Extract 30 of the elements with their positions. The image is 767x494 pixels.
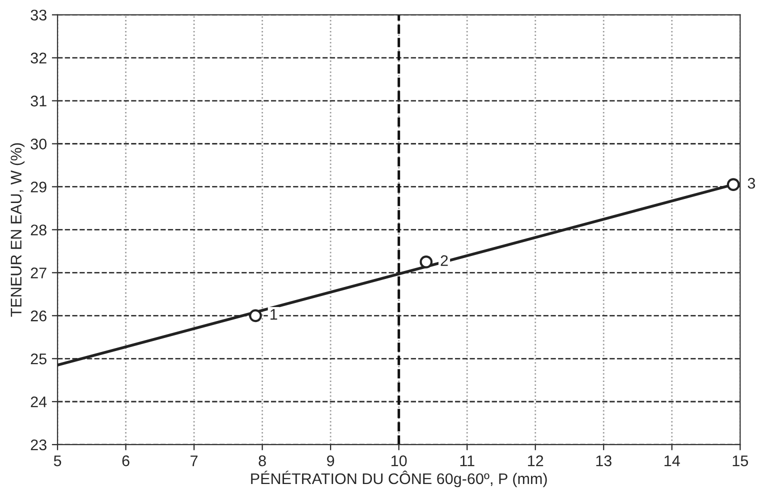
y-tick-label: 23 [30, 439, 46, 450]
y-axis-title: TENEUR EN EAU, W (%) [10, 143, 25, 317]
y-tick-label: 29 [30, 182, 46, 192]
y-tick-label: 30 [30, 138, 47, 150]
y-tick-label: 32 [30, 52, 46, 64]
x-tick-label: 9 [327, 455, 334, 466]
point [726, 178, 740, 192]
y-tick-label: 24 [30, 396, 47, 408]
y-tick-label: 28 [30, 224, 46, 236]
x-tick-label: 7 [190, 456, 198, 466]
x-tick-label: 14 [664, 456, 680, 466]
y-tick-label: 33 [30, 10, 46, 21]
y-tick-label: 31 [30, 96, 46, 106]
y-tick-label: 25 [30, 354, 46, 364]
point [249, 309, 262, 322]
x-tick-label: 5 [54, 456, 62, 466]
y-tick-label: 26 [30, 310, 46, 322]
x-tick-label: 12 [528, 455, 544, 466]
point [420, 256, 433, 268]
x-axis-title: PÉNÉTRATION DU CÔNE 60g-60º, P (mm) [251, 470, 547, 488]
x-tick-label: 11 [460, 456, 474, 466]
annotation: 3 [748, 178, 756, 189]
y-tick-label: 27 [30, 268, 46, 278]
x-tick-label: 13 [596, 455, 612, 466]
x-tick-label: 6 [122, 455, 130, 466]
x-tick-label: 15 [732, 456, 748, 466]
annotation: 1 [270, 309, 278, 320]
x-tick-label: 8 [258, 455, 266, 466]
annotation: 2 [440, 255, 448, 266]
x-tick-label: 10 [392, 455, 407, 466]
